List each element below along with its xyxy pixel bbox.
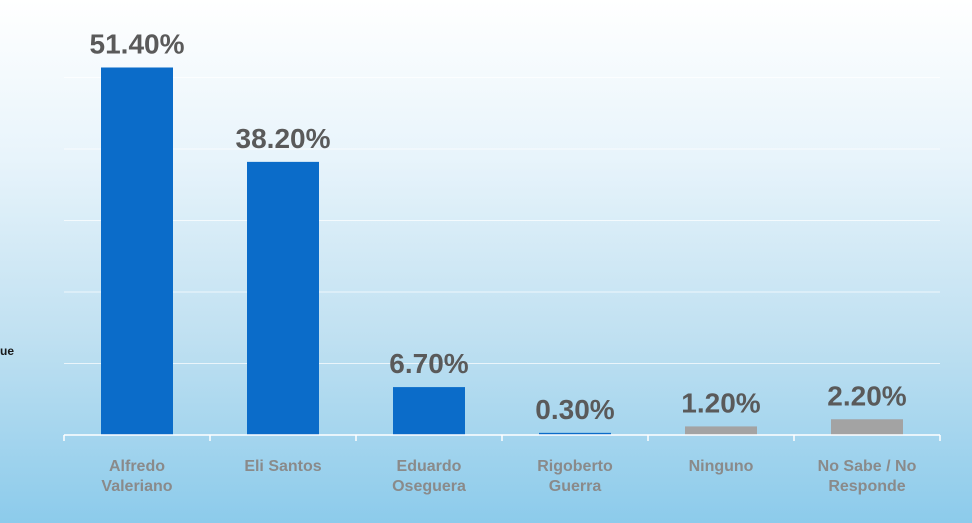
- bar: [539, 432, 611, 435]
- bars: [101, 67, 903, 436]
- value-label: 2.20%: [827, 380, 906, 411]
- category-label: No Sabe / No Responde: [818, 458, 917, 495]
- bar: [685, 426, 757, 435]
- value-label: 38.20%: [236, 123, 331, 154]
- category-label: Ninguno: [689, 458, 754, 475]
- bar: [831, 419, 903, 435]
- x-axis: [63, 434, 941, 441]
- category-label: Eli Santos: [244, 458, 321, 475]
- value-label: 51.40%: [90, 28, 185, 59]
- gridlines: [64, 77, 940, 364]
- bar: [101, 67, 173, 436]
- side-text: ue: [0, 344, 15, 358]
- value-label: 0.30%: [535, 394, 614, 425]
- value-label: 1.20%: [681, 387, 760, 418]
- value-labels: 51.40% 38.20% 6.70% 0.30% 1.20% 2.20%: [90, 28, 907, 424]
- category-label: Eduardo Oseguera: [392, 458, 466, 495]
- value-label: 6.70%: [389, 348, 468, 379]
- category-label: Alfredo Valeriano: [101, 458, 172, 495]
- category-label: Rigoberto Guerra: [537, 458, 613, 495]
- category-labels: Alfredo Valeriano Eli Santos Eduardo Oseguer…: [101, 458, 916, 495]
- bar: [247, 161, 319, 435]
- bar: [393, 387, 465, 435]
